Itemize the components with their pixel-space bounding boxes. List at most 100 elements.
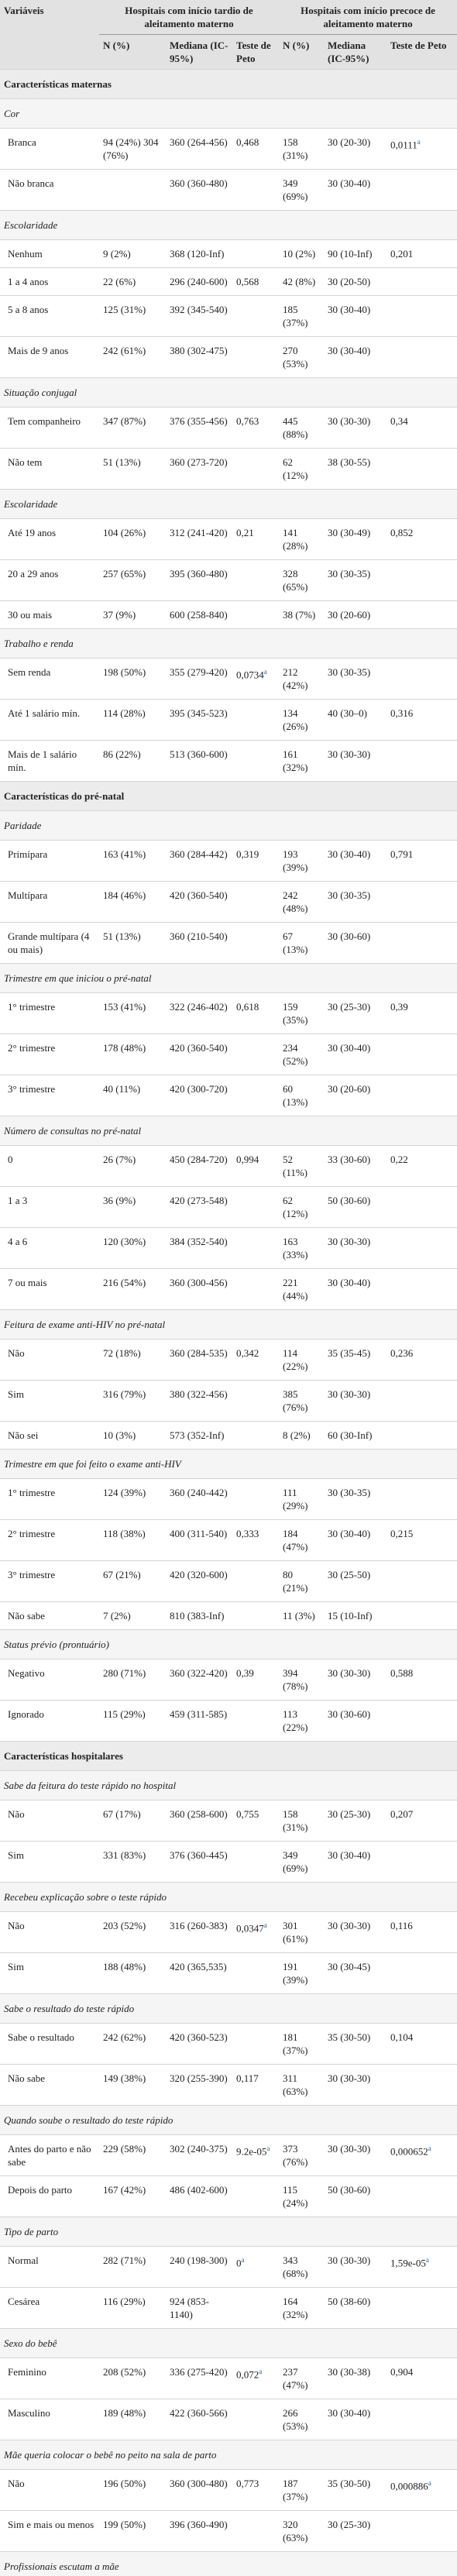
cell: 30 (30-30) xyxy=(324,740,387,782)
empty-cell xyxy=(387,1421,457,1450)
row-label: Até 1 salário mín. xyxy=(0,699,99,741)
data-row: Não 196 (50%) 360 (300-480) 0,773 187 (37%) 3… xyxy=(0,2469,457,2511)
cell: 50 (30-60) xyxy=(324,2175,387,2217)
header-cell: N (%) xyxy=(279,34,324,70)
cell: 266 (53%) xyxy=(279,2399,324,2440)
cell: 384 (352-540) xyxy=(166,1227,232,1269)
cell: 0,0347a xyxy=(232,1911,279,1953)
row-label: Sabe o resultado xyxy=(0,2023,99,2065)
footnote-link[interactable]: a xyxy=(425,2256,429,2264)
cell: 30 (30-49) xyxy=(324,518,387,560)
cell: 301 (61%) xyxy=(279,1911,324,1953)
data-row: Ignorado 115 (29%) 459 (311-585) 113 (22%) 3… xyxy=(0,1700,457,1742)
data-row: Não 203 (52%) 316 (260-383) 0,0347a 301 (61%… xyxy=(0,1911,457,1953)
cell: 0,568 xyxy=(232,267,279,296)
empty-cell xyxy=(232,1841,279,1883)
cell: 0,072a xyxy=(232,2358,279,2399)
cell: 15 (10-Inf) xyxy=(324,1601,387,1630)
data-row: 3° trimestre 40 (11%) 420 (300-720) 60 (13%… xyxy=(0,1075,457,1116)
cell: 331 (83%) xyxy=(99,1841,166,1883)
footnote-link[interactable]: a xyxy=(417,138,421,146)
cell: 116 (29%) xyxy=(99,2287,166,2329)
cell-value: 0,000886 xyxy=(390,2480,428,2492)
cell: 198 (50%) xyxy=(99,658,166,700)
group-title: Sexo do bebê xyxy=(0,2328,457,2358)
row-label: Normal xyxy=(0,2246,99,2288)
group-title: Escolaridade xyxy=(0,489,457,519)
data-row: Sim e mais ou menos 199 (50%) 396 (360-490… xyxy=(0,2510,457,2552)
data-row: 3° trimestre 67 (21%) 420 (320-600) 80 (21%… xyxy=(0,1560,457,1602)
cell: 312 (241-420) xyxy=(166,518,232,560)
cell: 376 (360-445) xyxy=(166,1841,232,1883)
empty-cell xyxy=(232,169,279,211)
footnote-link[interactable]: a xyxy=(241,2256,245,2264)
cell-value: 9.2e-05 xyxy=(236,2145,267,2158)
empty-cell xyxy=(387,658,457,700)
cell: 360 (264-456) xyxy=(166,128,232,170)
data-row: Sim 188 (48%) 420 (365,535) 191 (39%) 30 (30… xyxy=(0,1952,457,1994)
group-title: Recebeu explicação sobre o teste rápido xyxy=(0,1882,457,1912)
data-row: 7 ou mais 216 (54%) 360 (300-456) 221 (44%)… xyxy=(0,1268,457,1310)
cell: 0,215 xyxy=(387,1519,457,1561)
cell: 30 (30-35) xyxy=(324,559,387,601)
data-row: Sim 316 (79%) 380 (322-456) 385 (76%) 30 (30… xyxy=(0,1380,457,1422)
cell: 30 (25-30) xyxy=(324,1800,387,1842)
data-row: 1° trimestre 153 (41%) 322 (246-402) 0,618 1… xyxy=(0,992,457,1034)
cell: 67 (21%) xyxy=(99,1560,166,1602)
row-label: 5 a 8 anos xyxy=(0,295,99,337)
cell: 30 (30-35) xyxy=(324,1478,387,1520)
cell: 8 (2%) xyxy=(279,1421,324,1450)
cell: 181 (37%) xyxy=(279,2023,324,2065)
group-row: Escolaridade xyxy=(0,489,457,519)
empty-cell xyxy=(232,1186,279,1228)
group-title: Trimestre em que foi feito o exame anti-… xyxy=(0,1449,457,1479)
cell-value: 0,0734 xyxy=(236,669,264,681)
cell: 0,22 xyxy=(387,1145,457,1187)
group-title: Trabalho e renda xyxy=(0,628,457,659)
group-title: Sabe o resultado do teste rápido xyxy=(0,1993,457,2024)
section-row: Características hospitalares xyxy=(0,1741,457,1771)
cell: 104 (26%) xyxy=(99,518,166,560)
footnote-link[interactable]: a xyxy=(263,668,267,676)
cell: 86 (22%) xyxy=(99,740,166,782)
cell: 600 (258-840) xyxy=(166,600,232,629)
cell: 153 (41%) xyxy=(99,992,166,1034)
footnote-link[interactable]: a xyxy=(428,2479,431,2487)
footnote-link[interactable]: a xyxy=(263,1921,267,1929)
empty-cell xyxy=(387,1268,457,1310)
empty-cell xyxy=(387,295,457,337)
data-row: Mais de 9 anos 242 (61%) 380 (302-475) 270 … xyxy=(0,336,457,378)
cell: 30 (30-40) xyxy=(324,840,387,882)
footnote-link[interactable]: a xyxy=(266,2144,270,2152)
data-row: Não sei 10 (3%) 573 (352-Inf) 8 (2%) 60 (30-… xyxy=(0,1421,457,1450)
cell: 30 (25-30) xyxy=(324,2510,387,2552)
footnote-link[interactable]: a xyxy=(259,2368,263,2375)
cell: 113 (22%) xyxy=(279,1700,324,1742)
cell: 420 (365,535) xyxy=(166,1952,232,1994)
section-row: Características maternas xyxy=(0,69,457,99)
empty-cell xyxy=(232,600,279,629)
cell: 0,39 xyxy=(387,992,457,1034)
cell: 163 (33%) xyxy=(279,1227,324,1269)
row-label: 1 a 4 anos xyxy=(0,267,99,296)
cell: 30 (30-38) xyxy=(324,2358,387,2399)
data-row: Sim 331 (83%) 376 (360-445) 349 (69%) 30 (30… xyxy=(0,1841,457,1883)
row-label: Branca xyxy=(0,128,99,170)
cell: 184 (46%) xyxy=(99,881,166,923)
empty-cell xyxy=(387,2064,457,2106)
cell: 185 (37%) xyxy=(279,295,324,337)
cell: 50 (38-60) xyxy=(324,2287,387,2329)
cell: 322 (246-402) xyxy=(166,992,232,1034)
cell: 316 (260-383) xyxy=(166,1911,232,1953)
cell: 0,852 xyxy=(387,518,457,560)
data-row: Mais de 1 salário mín. 86 (22%) 513 (360-6… xyxy=(0,740,457,782)
cell: 30 (20-60) xyxy=(324,600,387,629)
cell: 51 (13%) xyxy=(99,922,166,964)
row-label: Grande multípara (4 ou mais) xyxy=(0,922,99,964)
cell: 149 (38%) xyxy=(99,2064,166,2106)
footnote-link[interactable]: a xyxy=(428,2144,431,2152)
group-title: Sabe da feitura do teste rápido no hospi… xyxy=(0,1770,457,1800)
cell: 347 (87%) xyxy=(99,407,166,449)
cell: 30 (30-60) xyxy=(324,922,387,964)
cell: 360 (210-540) xyxy=(166,922,232,964)
